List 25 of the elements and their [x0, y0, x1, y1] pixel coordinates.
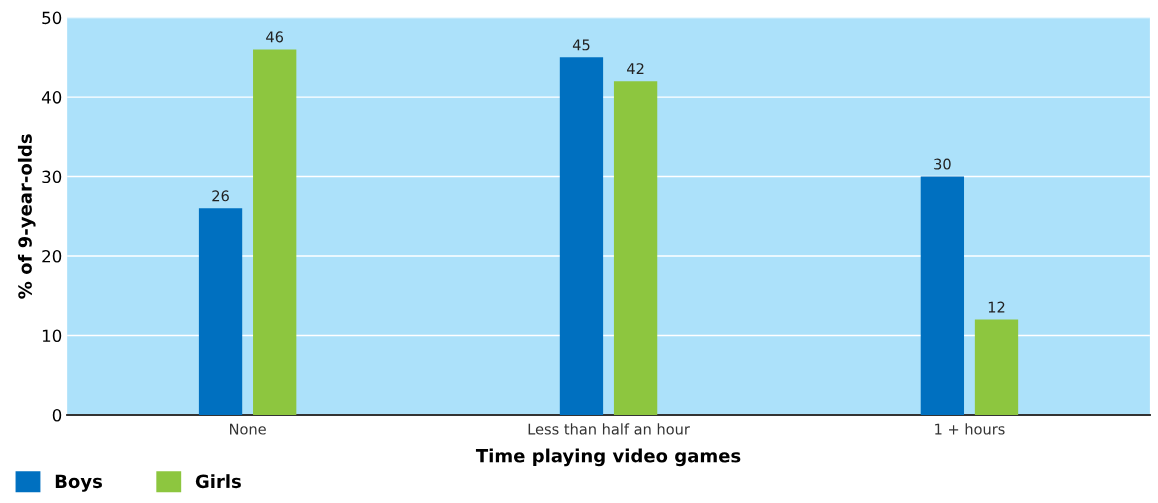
y-tick-label: 50: [42, 11, 62, 25]
data-label: 42: [627, 63, 644, 74]
x-axis-title: Time playing video games: [475, 448, 741, 467]
bar: [253, 49, 297, 415]
y-tick-label: 0: [52, 408, 62, 422]
y-tick-label: 40: [41, 91, 62, 104]
bar: [974, 319, 1019, 415]
data-label: 45: [572, 39, 590, 51]
legend-label: Girls: [195, 474, 241, 489]
data-label: 12: [988, 301, 1005, 313]
x-tick-label: None: [230, 423, 266, 435]
data-label: 46: [266, 31, 284, 43]
bar: [559, 57, 604, 415]
legend-label: Boys: [55, 474, 102, 492]
y-axis-title: % of 9-year-olds: [17, 134, 36, 299]
x-tick-label: 1 + hours: [935, 423, 1005, 435]
y-tick-label: 30: [42, 170, 62, 184]
bar: [920, 176, 965, 415]
x-tick-label: Less than half an hour: [528, 423, 690, 435]
bar: [198, 208, 243, 415]
y-tick-label: 20: [42, 249, 62, 263]
y-tick-label: 10: [42, 329, 62, 343]
data-label: 26: [212, 190, 229, 202]
data-label: 30: [934, 158, 951, 170]
bar: [613, 81, 658, 415]
